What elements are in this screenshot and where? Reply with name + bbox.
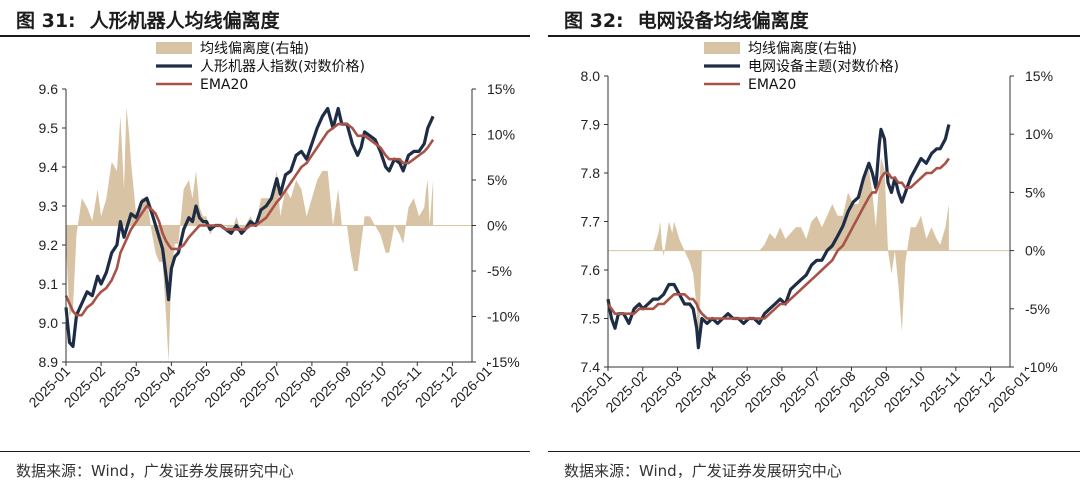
y-right-tick-label: -5%	[1025, 301, 1050, 317]
panel-humanoid-robot: 图 31: 人形机器人均线偏离度 9.6 9.5 9.4 9.3 9.2 9.1 9.0 8.9…	[0, 0, 530, 489]
y-left-tick-label: 7.4	[581, 359, 601, 375]
source-rule	[0, 451, 530, 452]
y-right-tick-label: -15%	[487, 354, 520, 370]
title-rule	[548, 35, 1080, 37]
y-right-tick-label: 10%	[1025, 126, 1053, 142]
y-left-tick-label: 7.9	[581, 117, 601, 133]
index-line	[64, 106, 435, 348]
source-rule	[548, 451, 1080, 452]
panel-power-grid: 图 32: 电网设备均线偏离度 8.0 7.9 7.8 7.7 7.6 7.5 7.4 15% 1…	[548, 0, 1080, 489]
figure-title: 图 32: 电网设备均线偏离度	[564, 6, 809, 33]
index-line	[606, 124, 951, 350]
y-left-tick-label: 7.8	[581, 165, 601, 181]
y-right-tick-label: 15%	[1025, 68, 1053, 84]
legend-label-ema: EMA20	[200, 77, 248, 93]
figure-title-text: 电网设备均线偏离度	[637, 10, 809, 32]
y-right-tick-label: 0%	[1025, 243, 1045, 259]
y-left-tick-label: 7.6	[581, 262, 601, 278]
y-left-tick-label: 9.4	[39, 159, 59, 175]
y-left-tick-label: 9.1	[39, 276, 59, 292]
y-left-tick-label: 9.0	[39, 315, 59, 331]
ema20-line	[606, 157, 950, 320]
source-note: 数据来源：Wind，广发证券发展研究中心	[16, 462, 294, 480]
figure-title-text: 人形机器人均线偏离度	[89, 10, 280, 32]
y-left-tick-label: 9.3	[39, 198, 59, 214]
legend-label-ema: EMA20	[748, 77, 796, 93]
y-right-tick-label: -10%	[1025, 359, 1058, 375]
y-right-tick-label: 5%	[1025, 184, 1045, 200]
legend-area-swatch	[704, 42, 740, 54]
chart-power-grid: 8.07.97.87.77.67.57.415%10%5%0%-5%-10%20…	[567, 40, 1058, 415]
y-left-tick-label: 9.5	[39, 120, 59, 136]
y-left-tick-label: 8.9	[39, 354, 59, 370]
y-left-tick-label: 8.0	[581, 68, 601, 84]
y-right-tick-label: 5%	[487, 172, 507, 188]
legend-label-deviation: 均线偏离度(右轴)	[200, 40, 309, 57]
legend-label-index: 人形机器人指数(对数价格)	[200, 59, 365, 75]
deviation-area	[66, 107, 434, 362]
source-note: 数据来源：Wind，广发证券发展研究中心	[564, 462, 842, 480]
y-left-tick-label: 9.6	[39, 81, 59, 97]
legend-label-index: 电网设备主题(对数价格)	[748, 58, 899, 75]
y-left-tick-label: 7.5	[581, 311, 601, 327]
figure-number: 图 31:	[16, 10, 76, 32]
legend-area-swatch	[156, 42, 192, 54]
y-right-tick-label: -10%	[487, 309, 520, 325]
chart-humanoid-robot: 9.6 9.5 9.4 9.3 9.2 9.1 9.0 8.9 15% 10% 5% 0% -5% -10…	[25, 40, 520, 410]
y-left-tick-label: 9.2	[39, 237, 59, 253]
y-right-tick-label: 0%	[487, 218, 507, 234]
legend-label-deviation: 均线偏离度(右轴)	[748, 40, 857, 57]
title-rule	[0, 35, 530, 37]
y-right-tick-label: -5%	[487, 263, 512, 279]
figure-number: 图 32:	[564, 10, 624, 32]
ema20-line	[64, 122, 435, 317]
figure-title: 图 31: 人形机器人均线偏离度	[16, 6, 280, 33]
y-right-tick-label: 10%	[487, 127, 515, 143]
y-left-tick-label: 7.7	[581, 214, 601, 230]
y-right-tick-label: 15%	[487, 81, 515, 97]
